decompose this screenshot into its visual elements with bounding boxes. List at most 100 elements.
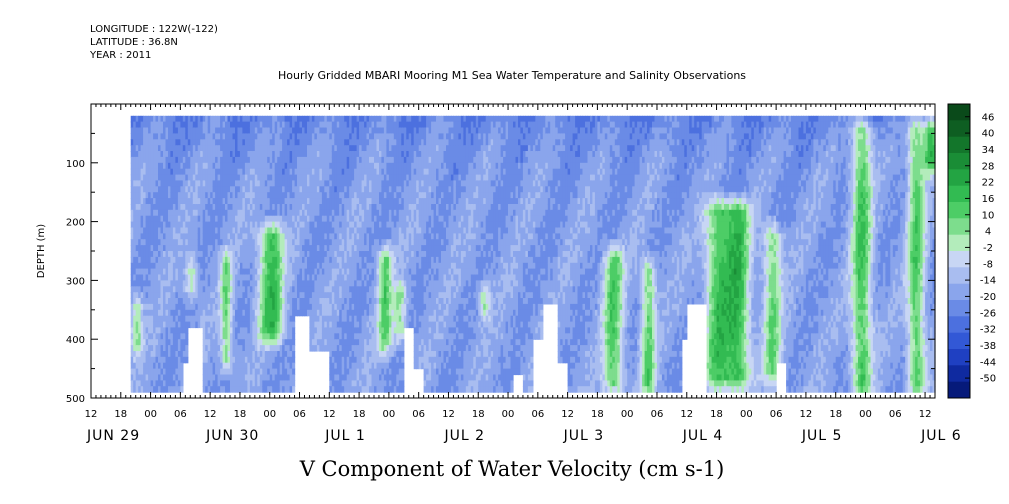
heatmap-cell: [346, 215, 350, 223]
heatmap-cell: [346, 156, 350, 164]
heatmap-cell: [242, 133, 246, 140]
heatmap-cell: [267, 286, 271, 293]
heatmap-cell: [160, 198, 164, 205]
heatmap-cell: [349, 274, 353, 281]
heatmap-cell: [279, 239, 283, 246]
heatmap-cell: [359, 251, 363, 258]
heatmap-cell: [336, 303, 340, 311]
heatmap-cell: [135, 251, 139, 258]
heatmap-cell: [150, 162, 154, 170]
heatmap-cell: [364, 145, 368, 152]
heatmap-cell: [254, 145, 258, 152]
heatmap-cell: [344, 356, 348, 364]
heatmap-cell: [244, 139, 248, 146]
heatmap-cell: [143, 174, 147, 182]
heatmap-cell: [249, 368, 253, 376]
heatmap-cell: [356, 309, 360, 317]
heatmap-cell: [314, 133, 318, 140]
heatmap-cell: [172, 209, 176, 217]
heatmap-cell: [388, 151, 392, 158]
heatmap-cell: [235, 156, 239, 164]
heatmap-cell: [379, 303, 383, 311]
heatmap-cell: [135, 374, 139, 381]
heatmap-cell: [215, 198, 219, 205]
heatmap-cell: [244, 374, 248, 381]
heatmap-cell: [299, 162, 303, 170]
heatmap-cell: [227, 345, 231, 352]
heatmap-cell: [160, 162, 164, 170]
heatmap-cell: [321, 292, 325, 299]
heatmap-cell: [168, 209, 172, 217]
heatmap-cell: [165, 127, 169, 134]
heatmap-cell: [282, 204, 286, 211]
heatmap-cell: [326, 286, 330, 293]
heatmap-cell: [205, 204, 209, 211]
heatmap-cell: [398, 356, 402, 364]
heatmap-cell: [150, 227, 154, 234]
heatmap-cell: [401, 192, 405, 199]
heatmap-cell: [398, 345, 402, 352]
heatmap-cell: [200, 133, 204, 140]
heatmap-cell: [269, 115, 273, 123]
heatmap-cell: [379, 245, 383, 252]
heatmap-cell: [242, 174, 246, 182]
heatmap-cell: [356, 280, 360, 287]
heatmap-cell: [359, 298, 363, 305]
heatmap-cell: [235, 286, 239, 293]
heatmap-cell: [361, 345, 365, 352]
heatmap-cell: [210, 315, 214, 323]
heatmap-cell: [314, 315, 318, 323]
heatmap-cell: [381, 127, 385, 134]
heatmap-cell: [200, 315, 204, 323]
heatmap-cell: [346, 298, 350, 305]
heatmap-cell: [190, 251, 194, 258]
heatmap-cell: [381, 139, 385, 146]
heatmap-cell: [374, 139, 378, 146]
heatmap-cell: [227, 368, 231, 376]
heatmap-cell: [232, 245, 236, 252]
heatmap-cell: [160, 298, 164, 305]
heatmap-cell: [354, 268, 358, 276]
heatmap-cell: [297, 303, 301, 311]
heatmap-cell: [227, 362, 231, 370]
heatmap-cell: [346, 209, 350, 217]
heatmap-cell: [177, 192, 181, 199]
heatmap-cell: [177, 204, 181, 211]
heatmap-cell: [232, 121, 236, 129]
heatmap-cell: [185, 256, 189, 264]
heatmap-cell: [143, 186, 147, 193]
heatmap-cell: [386, 327, 390, 334]
heatmap-cell: [247, 215, 251, 223]
heatmap-cell: [344, 251, 348, 258]
heatmap-cell: [227, 280, 231, 287]
heatmap-cell: [326, 174, 330, 182]
heatmap-cell: [341, 374, 345, 381]
heatmap-cell: [393, 251, 397, 258]
heatmap-cell: [212, 362, 216, 370]
heatmap-cell: [158, 339, 162, 346]
heatmap-cell: [269, 262, 273, 270]
heatmap-cell: [155, 174, 159, 182]
heatmap-cell: [237, 145, 241, 152]
heatmap-cell: [170, 374, 174, 381]
heatmap-cell: [252, 151, 256, 158]
heatmap-cell: [391, 251, 395, 258]
heatmap-cell: [163, 333, 167, 340]
heatmap-cell: [292, 145, 296, 152]
heatmap-cell: [302, 268, 306, 276]
heatmap-cell: [267, 262, 271, 270]
heatmap-cell: [172, 204, 176, 211]
heatmap-cell: [155, 356, 159, 364]
heatmap-cell: [249, 256, 253, 264]
heatmap-cell: [401, 251, 405, 258]
heatmap-cell: [235, 315, 239, 323]
heatmap-cell: [182, 256, 186, 264]
heatmap-cell: [138, 327, 142, 334]
heatmap-cell: [341, 380, 345, 387]
heatmap-cell: [401, 151, 405, 158]
heatmap-cell: [145, 374, 149, 381]
heatmap-cell: [379, 333, 383, 340]
heatmap-cell: [143, 162, 147, 170]
heatmap-cell: [237, 215, 241, 223]
heatmap-cell: [339, 286, 343, 293]
